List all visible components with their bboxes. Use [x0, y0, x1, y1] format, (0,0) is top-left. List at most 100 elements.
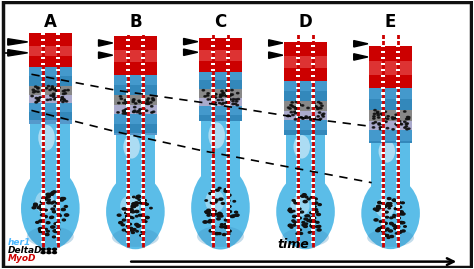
Ellipse shape	[276, 174, 335, 249]
Circle shape	[131, 217, 134, 219]
Bar	[396, 223, 400, 225]
Circle shape	[136, 215, 138, 217]
Circle shape	[64, 206, 67, 207]
Circle shape	[392, 129, 394, 130]
Circle shape	[306, 215, 310, 217]
Circle shape	[55, 230, 57, 232]
Bar	[141, 128, 145, 130]
Bar	[296, 193, 300, 196]
Ellipse shape	[291, 196, 310, 216]
Bar	[284, 111, 327, 120]
Bar	[41, 39, 45, 41]
Bar	[311, 199, 315, 201]
Circle shape	[310, 197, 313, 198]
Circle shape	[137, 110, 140, 112]
Circle shape	[407, 116, 409, 118]
Bar	[369, 121, 412, 130]
Bar	[381, 116, 385, 118]
Bar	[29, 67, 72, 76]
Circle shape	[235, 99, 237, 100]
Circle shape	[306, 117, 308, 119]
Circle shape	[151, 112, 153, 113]
Circle shape	[316, 221, 319, 223]
Bar	[141, 205, 145, 207]
Bar	[114, 36, 156, 50]
Circle shape	[56, 222, 60, 224]
Circle shape	[122, 219, 126, 221]
Circle shape	[36, 221, 39, 223]
Bar	[381, 45, 385, 47]
Circle shape	[319, 112, 321, 113]
Bar	[226, 69, 230, 71]
Bar	[41, 81, 45, 83]
Circle shape	[310, 217, 314, 219]
Circle shape	[390, 217, 392, 219]
Circle shape	[231, 89, 233, 91]
Bar	[311, 51, 315, 53]
Circle shape	[315, 106, 317, 107]
Circle shape	[380, 113, 383, 115]
Circle shape	[321, 114, 324, 115]
Circle shape	[119, 222, 123, 224]
Bar	[211, 57, 215, 59]
Circle shape	[126, 215, 129, 217]
Circle shape	[372, 123, 374, 124]
Ellipse shape	[123, 135, 140, 159]
Circle shape	[224, 219, 228, 221]
Circle shape	[383, 234, 387, 236]
Circle shape	[377, 228, 380, 230]
Bar	[41, 128, 45, 130]
Bar	[141, 93, 145, 95]
Circle shape	[377, 114, 379, 116]
Circle shape	[376, 205, 381, 207]
Circle shape	[32, 89, 35, 91]
Circle shape	[133, 99, 135, 100]
Bar	[396, 81, 400, 83]
Circle shape	[392, 118, 394, 119]
Circle shape	[39, 205, 42, 206]
Circle shape	[61, 97, 64, 98]
Circle shape	[214, 102, 216, 103]
Circle shape	[292, 220, 295, 221]
Bar	[369, 75, 412, 88]
Circle shape	[211, 96, 214, 98]
Circle shape	[386, 118, 389, 119]
Circle shape	[129, 217, 133, 218]
Circle shape	[214, 93, 217, 95]
Circle shape	[230, 94, 232, 95]
Circle shape	[212, 213, 216, 215]
Bar	[41, 140, 45, 142]
Circle shape	[313, 221, 316, 222]
Bar	[29, 86, 72, 95]
Circle shape	[383, 206, 386, 208]
Bar	[141, 69, 145, 71]
Circle shape	[210, 99, 212, 100]
Circle shape	[124, 110, 127, 111]
Bar	[296, 164, 300, 166]
Circle shape	[131, 211, 135, 213]
Bar	[211, 193, 215, 196]
Bar	[141, 45, 145, 47]
Circle shape	[57, 213, 60, 215]
Circle shape	[40, 214, 43, 216]
Bar	[226, 87, 230, 89]
Bar	[311, 110, 315, 112]
Text: A: A	[44, 13, 57, 31]
Bar	[211, 87, 215, 89]
Bar	[381, 182, 385, 184]
Circle shape	[294, 119, 297, 120]
Bar	[296, 110, 300, 112]
Circle shape	[295, 101, 297, 102]
Circle shape	[401, 230, 405, 232]
Circle shape	[56, 91, 59, 92]
Circle shape	[373, 127, 375, 128]
Bar	[226, 146, 230, 148]
Bar	[41, 51, 45, 53]
Circle shape	[152, 99, 155, 100]
Bar	[311, 205, 315, 207]
Bar	[56, 140, 60, 142]
Circle shape	[58, 87, 60, 88]
Circle shape	[390, 222, 393, 224]
Text: D: D	[299, 13, 312, 31]
Bar	[29, 112, 72, 120]
